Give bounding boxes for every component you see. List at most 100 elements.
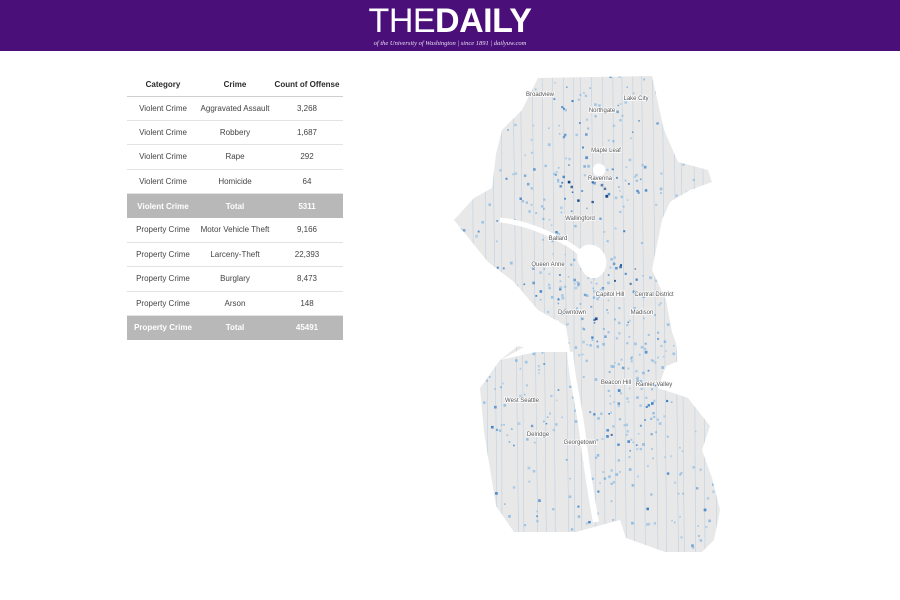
crime-dot — [465, 387, 469, 390]
crime-dot — [682, 130, 685, 134]
crime-dot — [447, 524, 450, 527]
crime-dot — [640, 345, 644, 349]
crime-dot — [469, 87, 472, 90]
crime-dot — [558, 133, 561, 135]
crime-dot — [461, 538, 464, 541]
crime-dot — [594, 378, 598, 381]
crime-dot — [562, 136, 566, 139]
crime-dot — [727, 505, 730, 508]
crime-dot — [647, 465, 649, 467]
crime-dot — [554, 81, 556, 84]
crime-dot — [488, 376, 491, 378]
crime-dot — [699, 468, 702, 471]
crime-dot — [546, 310, 550, 314]
crime-dot — [472, 79, 474, 82]
crime-dot — [617, 459, 620, 462]
crime-dot — [585, 294, 589, 297]
street-line — [612, 76, 617, 552]
crime-dot — [650, 359, 654, 362]
crime-dot — [479, 429, 481, 432]
crime-dot — [557, 178, 560, 182]
crime-dot — [462, 229, 466, 232]
crime-dot — [552, 428, 555, 432]
crime-dot — [672, 352, 676, 356]
crime-dot — [550, 224, 553, 226]
crime-dot — [716, 459, 719, 462]
crime-dot — [457, 544, 459, 546]
crime-dot — [694, 558, 696, 560]
crime-dot — [725, 538, 727, 540]
crime-dot — [583, 174, 586, 177]
crime-dot — [530, 138, 533, 141]
crime-dot — [633, 175, 636, 178]
crime-dot — [663, 219, 666, 222]
crime-dot — [539, 271, 542, 274]
crime-dot — [440, 460, 443, 463]
crime-dot — [682, 163, 685, 166]
crime-dot — [617, 405, 620, 408]
crime-dot — [514, 172, 518, 175]
crime-dot — [735, 467, 738, 470]
lake-union — [577, 244, 607, 279]
crime-dot — [594, 115, 597, 118]
street-line — [652, 76, 659, 552]
crime-dot — [498, 429, 502, 432]
cell-crime: Total — [199, 193, 271, 218]
crime-dot — [553, 98, 556, 100]
street-line — [591, 76, 597, 552]
crime-dot — [657, 331, 660, 334]
crime-dot — [530, 151, 533, 154]
crime-dot — [585, 359, 588, 362]
crime-dot — [442, 268, 444, 270]
crime-dot — [587, 164, 590, 168]
masthead-logo[interactable]: THEDAILY — [0, 3, 900, 39]
crime-dot — [643, 165, 647, 169]
crime-dot — [701, 115, 704, 118]
crime-dot — [615, 337, 618, 340]
crime-dot — [663, 415, 666, 418]
crime-dot — [703, 508, 707, 512]
crime-dot — [458, 130, 461, 133]
crime-dot — [581, 353, 584, 356]
crime-dot — [542, 238, 544, 241]
crime-dot — [448, 293, 450, 295]
crime-dot — [600, 183, 604, 187]
crime-dot — [610, 433, 613, 436]
crime-dot — [647, 522, 651, 526]
crime-dot — [476, 102, 479, 105]
crime-dot — [663, 112, 666, 115]
crime-dot — [460, 113, 463, 116]
crime-dot — [454, 377, 455, 380]
crime-dot — [587, 541, 590, 544]
crime-dot — [629, 387, 631, 390]
ship-canal — [499, 217, 585, 258]
crime-dot — [617, 402, 621, 405]
crime-dot — [559, 185, 563, 188]
crime-dot — [682, 106, 684, 109]
crime-dot — [454, 489, 457, 492]
street-line — [602, 76, 606, 552]
crime-dot — [605, 549, 608, 552]
crime-dot — [545, 423, 548, 425]
crime-dot — [622, 205, 625, 208]
crime-dot — [639, 447, 642, 451]
crime-dot — [580, 71, 582, 73]
crime-dot — [660, 344, 663, 348]
cell-category: Violent Crime — [127, 169, 199, 195]
crime-dot — [630, 360, 633, 363]
crime-dot — [612, 124, 616, 128]
cell-category: Property Crime — [127, 291, 199, 317]
crime-dot — [664, 255, 667, 258]
crime-dot — [721, 103, 723, 105]
crime-dot — [618, 381, 621, 384]
crime-dot — [654, 361, 657, 364]
crime-dot — [536, 510, 538, 513]
crime-dot — [561, 181, 564, 184]
crime-dot — [664, 456, 666, 458]
crime-dot — [626, 430, 629, 433]
cell-count: 45491 — [271, 315, 343, 340]
crime-dot — [543, 198, 546, 201]
crime-dot — [554, 533, 557, 537]
crime-dot — [636, 189, 639, 193]
crime-dot — [714, 465, 717, 468]
